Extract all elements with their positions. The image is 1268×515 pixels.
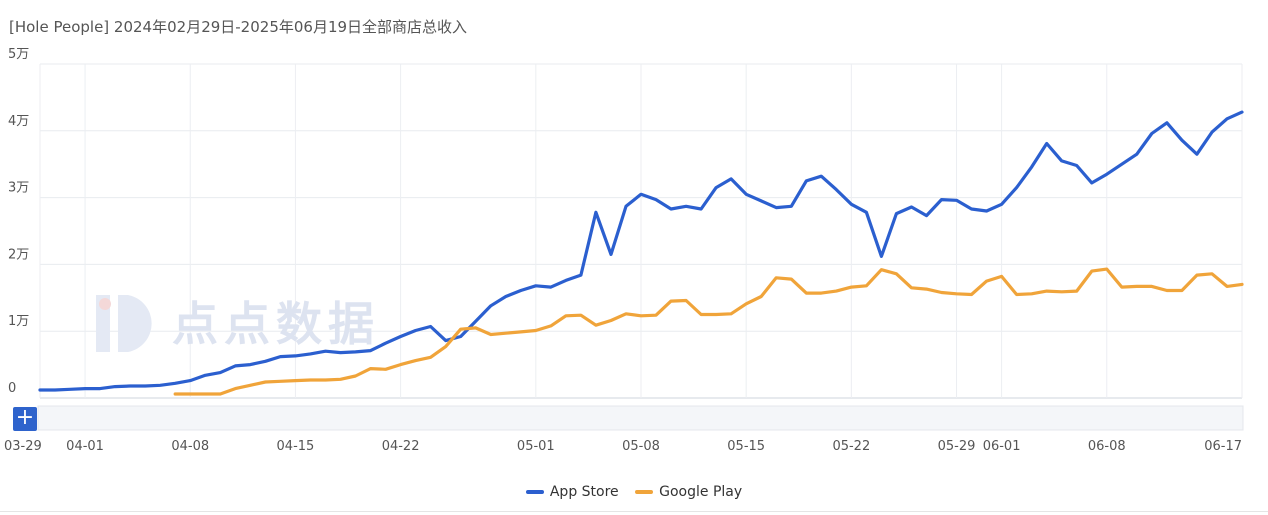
x-tick-label: 06-08 [1088,439,1126,454]
y-tick-label: 2万 [8,247,29,262]
x-tick-label: 06-17 [1204,439,1242,454]
range-navigator[interactable] [37,405,1244,431]
x-tick-label: 04-15 [277,439,315,454]
x-tick-label: 03-29 [4,439,42,454]
y-tick-label: 4万 [8,114,29,129]
x-tick-label: 05-22 [832,439,870,454]
line-chart: 点点数据 0 1万 2万 3万 4万 5万 03-29 04-01 04-08 04-15 04-… [4,47,1244,454]
legend-item-app-store[interactable]: App Store [525,484,619,500]
x-tick-label: 06-01 [983,439,1021,454]
google-play-line [173,267,1244,396]
y-tick-label: 3万 [8,181,29,196]
x-axis-ticks: 03-29 04-01 04-08 04-15 04-22 05-01 05-08 05-15… [4,439,1242,454]
legend-label-google-play: Google Play [659,484,743,500]
app-store-line [38,110,1244,392]
legend-label-app-store: App Store [549,484,619,500]
app-store-swatch-icon [525,490,544,494]
x-tick-label: 04-22 [382,439,420,454]
y-axis-ticks: 0 1万 2万 3万 4万 5万 [8,47,29,396]
x-tick-label: 05-08 [622,439,660,454]
grid-lines [39,63,1243,399]
legend-item-google-play[interactable]: Google Play [635,484,742,500]
footer-divider [0,511,1268,512]
zoom-plus-button[interactable]: + [13,407,37,431]
y-tick-label: 0 [8,381,16,396]
legend: App Store Google Play [0,484,1268,500]
google-play-swatch-icon [635,490,654,494]
x-tick-label: 04-08 [171,439,209,454]
y-tick-label: 1万 [8,314,29,329]
watermark-text: 点点数据 [172,297,380,351]
watermark-logo-icon [96,295,152,352]
series-lines [38,110,1244,396]
y-tick-label: 5万 [8,47,29,62]
x-tick-label: 04-01 [66,439,104,454]
x-tick-label: 05-01 [517,439,555,454]
chart-title: [Hole People] 2024年02月29日-2025年06月19日全部商… [9,18,468,36]
x-tick-label: 05-29 [938,439,976,454]
x-tick-label: 05-15 [727,439,765,454]
